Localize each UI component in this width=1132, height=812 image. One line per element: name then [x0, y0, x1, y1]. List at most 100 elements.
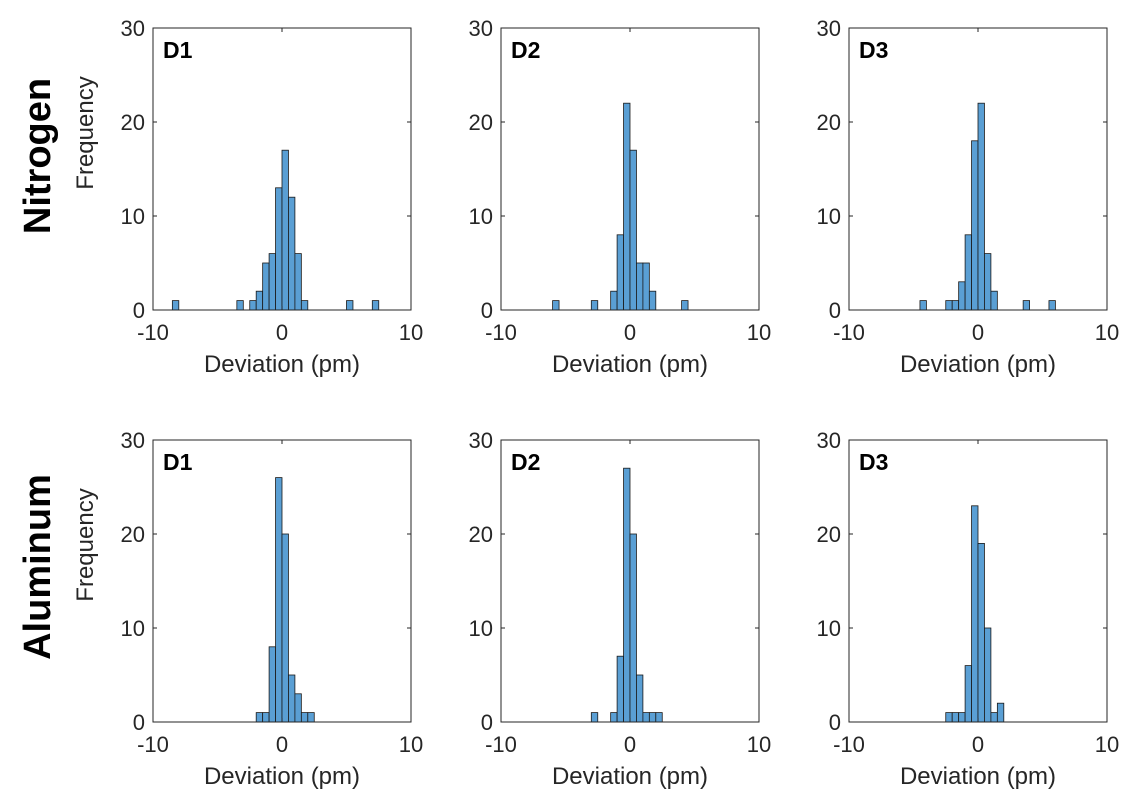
histogram-bar [636, 674, 644, 723]
x-tick-label: 0 [624, 320, 636, 345]
y-axis-label: Frequency [72, 488, 99, 601]
histogram-bar [1048, 300, 1056, 311]
panel-label: D2 [511, 37, 540, 63]
y-tick-label: 10 [469, 204, 493, 229]
histogram-bar [294, 693, 302, 723]
x-tick-label: 10 [399, 732, 423, 757]
x-axis-label: Deviation (pm) [900, 763, 1056, 790]
histogram-bar [590, 712, 599, 723]
y-tick-label: 30 [121, 428, 145, 453]
histogram-bar [984, 253, 992, 311]
y-tick-label: 30 [469, 428, 493, 453]
histogram-bar [648, 712, 657, 723]
x-tick-label: 0 [972, 732, 984, 757]
y-tick-label: 0 [481, 710, 493, 735]
y-tick-label: 0 [829, 298, 841, 323]
histogram-bar [642, 712, 650, 723]
histogram-bar [623, 467, 631, 723]
histogram-bar [249, 300, 257, 311]
panel-label: D3 [859, 37, 888, 63]
x-tick-label: -10 [137, 732, 169, 757]
x-axis-label: Deviation (pm) [900, 351, 1056, 378]
histogram-bar [371, 300, 380, 311]
histogram-bar [971, 505, 979, 723]
histogram-bar [629, 533, 637, 723]
y-tick-label: 0 [829, 710, 841, 735]
x-tick-label: -10 [137, 320, 169, 345]
histogram-bar [1022, 300, 1031, 311]
x-tick-label: 10 [399, 320, 423, 345]
histogram-bar [236, 300, 244, 311]
x-tick-label: 0 [972, 320, 984, 345]
y-tick-label: 20 [469, 522, 493, 547]
histogram-bar [294, 253, 302, 311]
y-tick-label: 0 [481, 298, 493, 323]
panel-label: D3 [859, 449, 888, 475]
x-tick-label: 10 [747, 732, 771, 757]
histogram-bar [629, 149, 637, 311]
y-tick-label: 30 [469, 16, 493, 41]
y-tick-label: 10 [469, 616, 493, 641]
y-tick-label: 30 [817, 16, 841, 41]
x-tick-label: 10 [1095, 320, 1119, 345]
histogram-bar [610, 712, 618, 723]
histogram-bar [964, 665, 972, 723]
histogram-bar [958, 712, 966, 723]
y-tick-label: 20 [817, 522, 841, 547]
histogram-bar [990, 712, 998, 723]
histogram-bar [281, 149, 289, 311]
histogram-bar [945, 300, 953, 311]
histogram-bar [307, 712, 315, 723]
y-tick-label: 20 [121, 110, 145, 135]
histogram-bar [288, 674, 296, 723]
histogram-bar [636, 262, 644, 311]
y-axis-label: Frequency [72, 76, 99, 189]
histogram-bar [616, 234, 624, 311]
histogram-bar [288, 196, 296, 311]
panel-label: D1 [163, 37, 193, 63]
row-label-aluminum: Aluminum [17, 474, 59, 660]
histogram-bar [262, 262, 270, 311]
histogram-bar [281, 533, 289, 723]
histogram-bar [616, 655, 624, 723]
y-tick-label: 30 [817, 428, 841, 453]
x-tick-label: -10 [485, 732, 517, 757]
x-tick-label: 10 [747, 320, 771, 345]
x-tick-label: -10 [833, 320, 865, 345]
x-tick-label: 10 [1095, 732, 1119, 757]
histogram-bar [262, 712, 270, 723]
histogram-bar [255, 712, 264, 723]
histogram-bar [681, 300, 689, 311]
y-tick-label: 20 [121, 522, 145, 547]
histogram-bar [919, 300, 927, 311]
row-label-nitrogen: Nitrogen [17, 78, 59, 234]
panel-label: D1 [163, 449, 193, 475]
histogram-bar [552, 300, 560, 311]
histogram-bar [977, 543, 985, 723]
y-tick-label: 20 [469, 110, 493, 135]
y-tick-label: 10 [121, 204, 145, 229]
histogram-bar [951, 300, 960, 311]
x-tick-label: 0 [276, 320, 288, 345]
x-axis-label: Deviation (pm) [204, 351, 360, 378]
y-tick-label: 30 [121, 16, 145, 41]
y-tick-label: 10 [817, 204, 841, 229]
histogram-bar [990, 290, 998, 311]
histogram-bar [300, 712, 309, 723]
histogram-bar [971, 140, 979, 311]
histogram-bar [275, 187, 283, 311]
histogram-bar [655, 712, 663, 723]
histogram-bar [590, 300, 599, 311]
x-tick-label: 0 [276, 732, 288, 757]
histogram-bar [300, 300, 309, 311]
y-tick-label: 20 [817, 110, 841, 135]
x-axis-label: Deviation (pm) [552, 351, 708, 378]
histogram-bar [945, 712, 953, 723]
y-tick-label: 10 [121, 616, 145, 641]
x-tick-label: -10 [833, 732, 865, 757]
